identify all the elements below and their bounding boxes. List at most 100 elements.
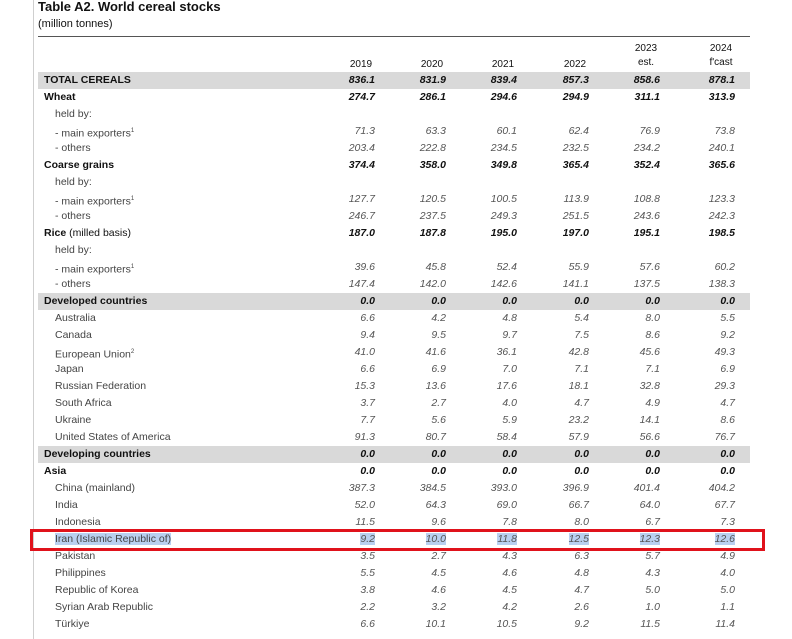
table-row: United States of America 91.3 80.7 58.4 57.9… xyxy=(38,429,750,446)
cell-value: 45.8 xyxy=(425,261,446,273)
footnote-marker: 1 xyxy=(130,264,135,270)
cell-value: 242.3 xyxy=(708,210,735,222)
row-label-text: Ukraine xyxy=(55,414,92,426)
row-label-text: Indonesia xyxy=(55,516,101,528)
cell-value: 4.7 xyxy=(574,397,589,409)
row-label: Republic of Korea xyxy=(55,583,138,598)
cell-value: 4.9 xyxy=(720,550,735,562)
cell-value: 8.6 xyxy=(720,414,735,426)
cell-value: 15.3 xyxy=(354,380,375,392)
cell-value: 0.0 xyxy=(720,295,735,307)
cell-value: 69.0 xyxy=(496,499,517,511)
cell-value: 187.0 xyxy=(348,227,375,239)
cell-value: 6.9 xyxy=(431,363,446,375)
cell-value: 831.9 xyxy=(419,74,446,86)
cell-value: 57.6 xyxy=(639,261,660,273)
cell-value: 396.9 xyxy=(562,482,589,494)
cell-value: 45.6 xyxy=(639,346,660,358)
cell-value: 9.6 xyxy=(431,516,446,528)
cell-value: 294.6 xyxy=(490,91,517,103)
row-label-text: Iran (Islamic Republic of) xyxy=(55,533,172,545)
cell-value: 203.4 xyxy=(348,142,375,154)
cell-value: 374.4 xyxy=(348,159,375,171)
cell-value: 32.8 xyxy=(639,380,660,392)
cell-value: 11.5 xyxy=(640,618,660,630)
footnote-marker: 1 xyxy=(130,128,135,134)
row-label-text: Syrian Arab Republic xyxy=(55,601,154,613)
column-header-year: 2020 xyxy=(420,59,444,70)
table-row: Japan 6.6 6.9 7.0 7.1 7.1 6.9 xyxy=(38,361,750,378)
cell-value: 108.8 xyxy=(633,193,660,205)
cell-value: 387.3 xyxy=(348,482,375,494)
cell-value: 4.2 xyxy=(431,312,446,324)
cell-value: 195.1 xyxy=(633,227,660,239)
row-label-text: - main exporters xyxy=(55,195,131,208)
cell-value: 0.0 xyxy=(431,465,446,477)
row-label: - main exporters1 xyxy=(55,192,134,210)
table-row: Australia 6.6 4.2 4.8 5.4 8.0 5.5 xyxy=(38,310,750,327)
cell-value: 4.3 xyxy=(645,567,660,579)
table-row: Pakistan 3.5 2.7 4.3 6.3 5.7 4.9 xyxy=(38,548,750,565)
cell-value: 4.0 xyxy=(502,397,517,409)
table-row: China (mainland) 387.3 384.5 393.0 396.9 401.… xyxy=(38,480,750,497)
cell-value: 5.0 xyxy=(720,584,735,596)
row-label: - others xyxy=(55,141,91,156)
cell-value: 76.7 xyxy=(714,431,735,443)
cell-value: 365.4 xyxy=(562,159,589,171)
row-label: held by: xyxy=(55,243,92,258)
cell-value: 17.6 xyxy=(496,380,517,392)
cell-value: 3.7 xyxy=(360,397,375,409)
cell-value: 63.3 xyxy=(425,125,446,137)
cell-value: 9.5 xyxy=(431,329,446,341)
row-label: Coarse grains xyxy=(44,158,114,173)
cell-value: 10.5 xyxy=(496,618,517,630)
cell-value: 18.1 xyxy=(568,380,589,392)
cell-value: 7.8 xyxy=(502,516,517,528)
cell-value: 5.9 xyxy=(502,414,517,426)
cell-value: 5.7 xyxy=(645,550,660,562)
row-label-text: Pakistan xyxy=(55,550,96,562)
cell-value: 9.2 xyxy=(360,533,375,545)
cell-value: 7.1 xyxy=(574,363,589,375)
cell-value: 234.2 xyxy=(633,142,660,154)
table-row: held by: xyxy=(38,106,750,123)
cell-value: 7.3 xyxy=(720,516,735,528)
row-label-text: held by: xyxy=(55,176,92,188)
column-header-year: 2023 xyxy=(634,43,658,54)
row-label: - others xyxy=(55,209,91,224)
cell-value: 8.0 xyxy=(574,516,589,528)
cell-value: 384.5 xyxy=(419,482,446,494)
cell-value: 4.5 xyxy=(431,567,446,579)
cell-value: 4.8 xyxy=(502,312,517,324)
row-label: China (mainland) xyxy=(55,481,135,496)
cell-value: 0.0 xyxy=(720,448,735,460)
cell-value: 240.1 xyxy=(708,142,735,154)
cell-value: 8.6 xyxy=(645,329,660,341)
cell-value: 358.0 xyxy=(419,159,446,171)
cell-value: 7.1 xyxy=(645,363,660,375)
cell-value: 7.7 xyxy=(360,414,375,426)
cell-value: 0.0 xyxy=(502,295,517,307)
table-row: European Union2 41.0 41.6 36.1 42.8 45.6 49.3 xyxy=(38,344,750,361)
row-label-text: South Africa xyxy=(55,397,112,409)
table-row: Ukraine 7.7 5.6 5.9 23.2 14.1 8.6 xyxy=(38,412,750,429)
cell-value: 73.8 xyxy=(714,125,735,137)
column-header-year: 2019 xyxy=(349,59,373,70)
cell-value: 60.1 xyxy=(496,125,517,137)
row-label-text: - others xyxy=(55,142,91,154)
cell-value: 393.0 xyxy=(490,482,517,494)
row-label: South Africa xyxy=(55,396,112,411)
cell-value: 11.8 xyxy=(497,533,517,545)
column-header-year: 2022 xyxy=(563,59,587,70)
cell-value: 274.7 xyxy=(348,91,375,103)
row-label: Wheat xyxy=(44,90,76,105)
table-row: Developing countries 0.0 0.0 0.0 0.0 0.0 0.0 xyxy=(38,446,750,463)
table-row: Asia 0.0 0.0 0.0 0.0 0.0 0.0 xyxy=(38,463,750,480)
cell-value: 52.4 xyxy=(496,261,517,273)
cell-value: 66.7 xyxy=(568,499,589,511)
cell-value: 49.3 xyxy=(714,346,735,358)
cell-value: 9.4 xyxy=(360,329,375,341)
cell-value: 64.3 xyxy=(425,499,446,511)
cell-value: 6.6 xyxy=(360,618,375,630)
row-label: Developing countries xyxy=(44,447,151,462)
